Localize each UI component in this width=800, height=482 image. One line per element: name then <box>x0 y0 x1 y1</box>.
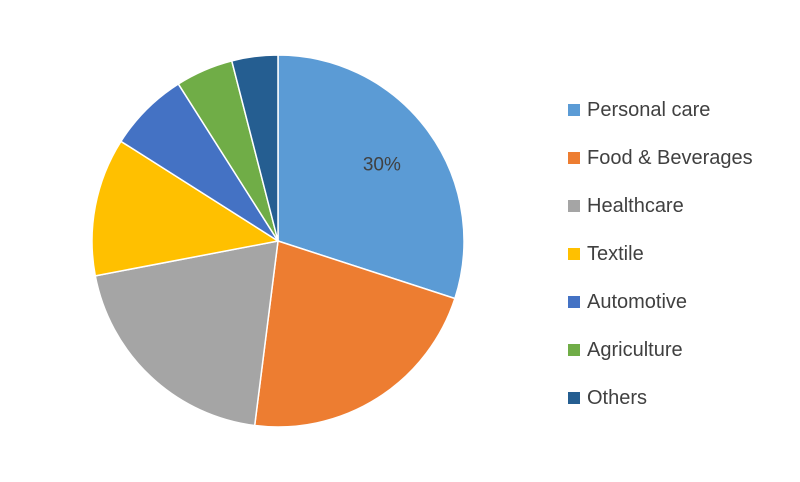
legend-label: Agriculture <box>587 338 683 361</box>
legend-item: Personal care <box>568 86 753 134</box>
legend-swatch <box>568 200 580 212</box>
legend-label: Food & Beverages <box>587 146 753 169</box>
legend-item: Others <box>568 374 753 422</box>
legend-item: Food & Beverages <box>568 134 753 182</box>
chart-legend: Personal care Food & Beverages Healthcare T… <box>568 86 753 422</box>
legend-item: Healthcare <box>568 182 753 230</box>
pie-slice-food-beverages <box>253 240 456 428</box>
pie-slice-textile <box>91 140 281 277</box>
pie-slice-healthcare <box>94 240 279 427</box>
legend-swatch <box>568 392 580 404</box>
data-label: 30% <box>363 155 401 176</box>
legend-label: Personal care <box>587 98 711 121</box>
legend-item: Automotive <box>568 278 753 326</box>
legend-swatch <box>568 296 580 308</box>
legend-item: Textile <box>568 230 753 278</box>
legend-swatch <box>568 344 580 356</box>
legend-label: Textile <box>587 242 644 265</box>
pie-slice-personal-care <box>277 54 465 300</box>
legend-swatch <box>568 248 580 260</box>
legend-label: Automotive <box>587 290 688 313</box>
legend-swatch <box>568 104 580 116</box>
legend-label: Others <box>587 386 648 409</box>
pie-slice-others <box>230 54 279 242</box>
legend-item: Agriculture <box>568 326 753 374</box>
legend-label: Healthcare <box>587 194 684 217</box>
legend-swatch <box>568 152 580 164</box>
